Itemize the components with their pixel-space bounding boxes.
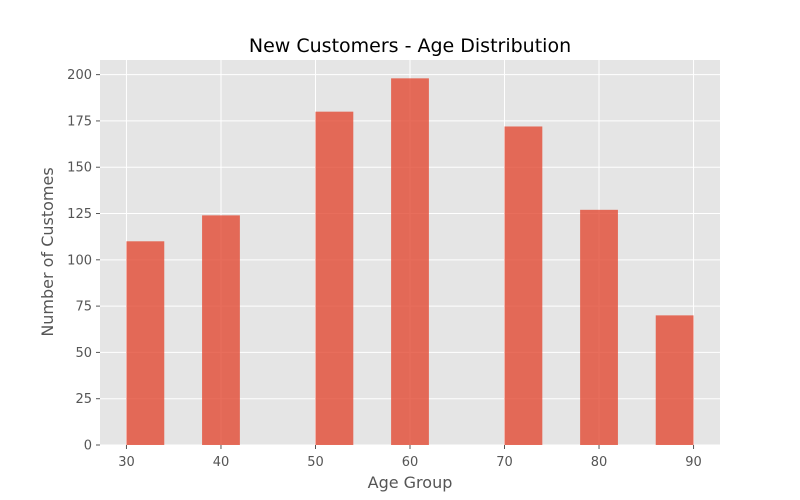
x-axis-label: Age Group [368,473,453,492]
y-tick-label: 125 [67,207,92,222]
histogram-bar [126,241,165,445]
y-tick-label: 75 [75,300,92,315]
y-tick-label: 100 [67,253,92,268]
histogram-bar [504,126,543,446]
x-tick-label: 30 [118,455,135,470]
x-axis-ticks: 30 40 50 60 70 80 90 [118,445,702,470]
histogram-bar [391,78,429,445]
x-tick-label: 70 [496,455,513,470]
y-tick-label: 0 [84,439,92,454]
histogram-bar [655,315,694,445]
x-tick-label: 40 [213,455,230,470]
chart-title: New Customers - Age Distribution [249,35,571,57]
y-tick-label: 50 [75,346,92,361]
x-tick-label: 80 [591,455,608,470]
bars [126,78,694,446]
x-tick-label: 90 [685,455,702,470]
histogram-bar [315,111,354,446]
histogram-bar [580,209,618,445]
x-tick-label: 50 [307,455,324,470]
x-tick-label: 60 [402,455,419,470]
y-tick-label: 150 [67,161,92,176]
y-axis-ticks: 0 25 50 75 100 125 150 175 200 [67,68,100,454]
y-tick-label: 25 [75,392,92,407]
y-tick-label: 175 [67,114,92,129]
y-tick-label: 200 [67,68,92,83]
y-axis-label: Number of Customes [38,167,57,336]
histogram-bar [202,215,240,445]
